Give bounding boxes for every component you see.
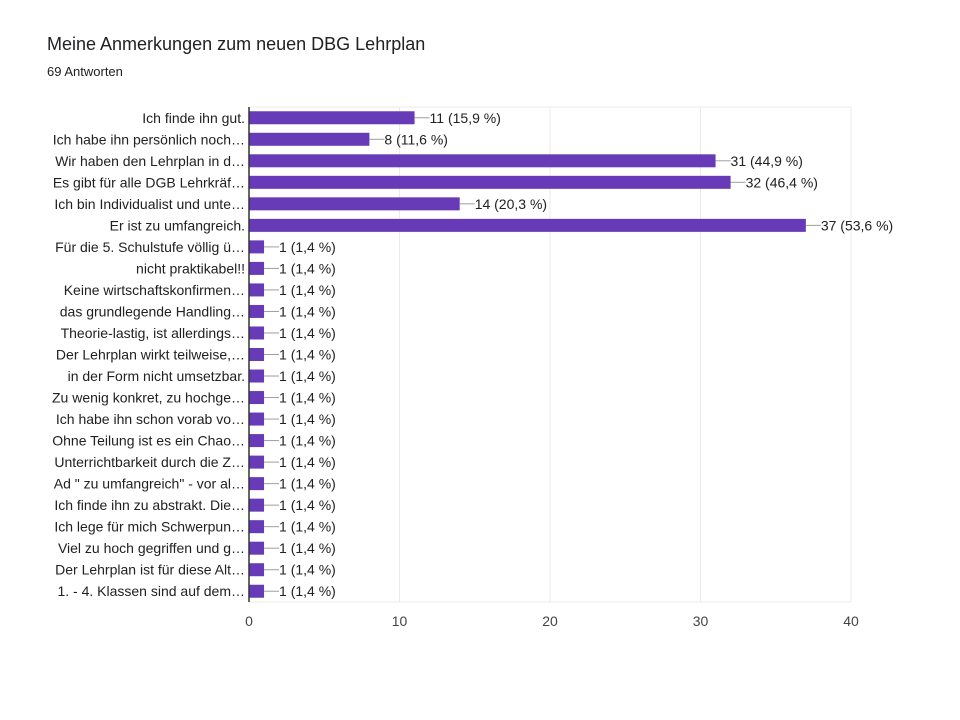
bar [249, 326, 265, 340]
data-label: 31 (44,9 %) [731, 153, 803, 169]
category-label: Zu wenig konkret, zu hochge… [52, 390, 245, 406]
chart-title: Meine Anmerkungen zum neuen DBG Lehrplan [47, 34, 426, 54]
x-tick-label: 20 [542, 613, 558, 629]
data-label: 1 (1,4 %) [279, 476, 336, 492]
bar [249, 369, 265, 383]
category-label: Ich finde ihn zu abstrakt. Die… [54, 497, 245, 513]
bar [249, 261, 265, 275]
data-label: 1 (1,4 %) [279, 239, 336, 255]
data-label: 1 (1,4 %) [279, 454, 336, 470]
data-label: 1 (1,4 %) [279, 347, 336, 363]
category-label: Ich finde ihn gut. [142, 110, 245, 126]
data-label: 1 (1,4 %) [279, 303, 336, 319]
bar [249, 563, 265, 577]
x-tick-label: 40 [843, 613, 859, 629]
data-label: 1 (1,4 %) [279, 411, 336, 427]
data-label: 32 (46,4 %) [746, 174, 818, 190]
data-label: 1 (1,4 %) [279, 260, 336, 276]
bar [249, 132, 370, 146]
data-label: 1 (1,4 %) [279, 583, 336, 599]
category-label: Ich habe ihn schon vorab vo… [56, 411, 245, 427]
bar [249, 455, 265, 469]
data-label: 11 (15,9 %) [430, 110, 501, 126]
bar [249, 240, 265, 254]
bar [249, 348, 265, 361]
bar [249, 175, 731, 189]
response-count: 69 Antworten [47, 64, 123, 79]
category-label: Keine wirtschaftskonfirmen… [64, 282, 245, 298]
category-label: Der Lehrplan wirkt teilweise,… [56, 347, 245, 363]
category-label: Wir haben den Lehrplan in d… [55, 153, 245, 169]
category-label: Für die 5. Schulstufe völlig ü… [55, 239, 245, 255]
bar [249, 304, 265, 318]
x-tick-label: 30 [693, 613, 709, 629]
bar [249, 434, 265, 448]
bar [249, 197, 460, 211]
category-label: Ich habe ihn persönlich noch… [53, 131, 245, 147]
category-label: das grundlegende Handling… [60, 303, 245, 319]
bar [249, 391, 265, 405]
bar [249, 477, 265, 491]
category-label: Unterrichtbarkeit durch die Z… [54, 454, 245, 470]
data-label: 1 (1,4 %) [279, 562, 336, 578]
category-label: 1. - 4. Klassen sind auf dem… [57, 583, 245, 599]
data-label: 1 (1,4 %) [279, 368, 336, 384]
category-label: Ich lege für mich Schwerpun… [54, 519, 245, 535]
data-label: 8 (11,6 %) [384, 131, 448, 147]
data-label: 1 (1,4 %) [279, 390, 336, 406]
bar [249, 541, 265, 555]
category-label: Ad " zu umfangreich" - vor al… [54, 476, 245, 492]
bar [249, 154, 716, 168]
category-label: Ohne Teilung ist es ein Chao… [52, 433, 245, 449]
bar [249, 412, 265, 426]
category-label: Es gibt für alle DGB Lehrkräf… [53, 174, 245, 190]
data-label: 1 (1,4 %) [279, 433, 336, 449]
data-label: 1 (1,4 %) [279, 519, 336, 535]
chart-header: Meine Anmerkungen zum neuen DBG Lehrplan… [47, 33, 425, 80]
category-label: Ich bin Individualist und unte… [54, 196, 245, 212]
bar [249, 584, 265, 598]
category-label: in der Form nicht umsetzbar. [68, 368, 245, 384]
category-label: Der Lehrplan ist für diese Alt… [55, 562, 245, 578]
category-label: Viel zu hoch gegriffen und g… [58, 540, 245, 556]
data-label: 1 (1,4 %) [279, 282, 336, 298]
data-label: 1 (1,4 %) [279, 540, 336, 556]
data-label: 1 (1,4 %) [279, 497, 336, 513]
category-label: Er ist zu umfangreich. [110, 217, 245, 233]
bar [249, 498, 265, 512]
category-label: Theorie-lastig, ist allerdings… [61, 325, 245, 341]
x-tick-label: 10 [392, 613, 408, 629]
x-tick-label: 0 [245, 613, 253, 629]
data-label: 14 (20,3 %) [475, 196, 547, 212]
category-label: nicht praktikabel!! [136, 260, 245, 276]
bar [249, 218, 806, 232]
bar [249, 111, 415, 125]
data-label: 1 (1,4 %) [279, 325, 336, 341]
data-label: 37 (53,6 %) [821, 217, 893, 233]
bar [249, 283, 265, 297]
bar [249, 520, 265, 534]
